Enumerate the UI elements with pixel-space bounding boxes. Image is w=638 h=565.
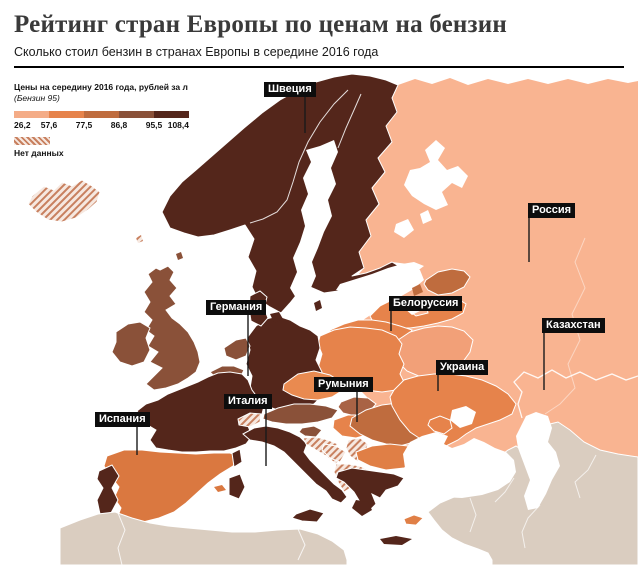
gulf-of-finland: [336, 262, 424, 292]
anatolia-border-2: [469, 497, 477, 533]
country-label-romania: Румыния: [314, 377, 373, 392]
page-title: Рейтинг стран Европы по ценам на бензин: [14, 11, 507, 38]
sicily: [291, 508, 325, 523]
header-divider: [14, 66, 624, 68]
country-estonia: [423, 268, 471, 296]
country-netherlands: [223, 337, 251, 361]
country-portugal: [96, 464, 120, 515]
legend-title: Цены на середину 2016 года, рублей за л: [14, 82, 188, 92]
white-sea: [404, 140, 468, 210]
country-label-italy: Италия: [224, 394, 272, 409]
shetland-islands: [176, 252, 183, 260]
legend-bucket-1: [14, 111, 49, 118]
denmark-islands: [270, 312, 283, 323]
country-greece: [335, 467, 405, 513]
country-france: [136, 371, 265, 453]
legend-bucket-3: [84, 111, 119, 118]
sardinia: [228, 473, 246, 500]
anatolia-border-1: [494, 477, 515, 503]
country-slovenia: [298, 425, 323, 438]
sea-of-azov: [450, 406, 476, 428]
country-label-spain: Испания: [95, 412, 150, 427]
legend-ticks: 26,2 57,6 77,5 86,8 95,5 108,4: [14, 120, 189, 130]
legend-bucket-5: [154, 111, 189, 118]
crimea: [427, 415, 453, 435]
corsica: [231, 448, 243, 468]
page-subtitle: Сколько стоил бензин в странах Европы в …: [14, 45, 379, 59]
gulf-of-bothnia: [290, 140, 338, 298]
legend-bucket-4: [119, 111, 154, 118]
country-label-kazakhstan: Казахстан: [542, 318, 605, 333]
norway-sweden-border: [249, 89, 349, 224]
balearic-islands: [214, 485, 226, 492]
peloponnese: [352, 500, 372, 516]
country-austria: [262, 403, 339, 425]
sweden-finland-border: [337, 93, 362, 149]
country-label-germany: Германия: [206, 300, 267, 315]
faroe-islands: [136, 235, 143, 243]
country-scandinavia: [161, 73, 403, 314]
lake-ladoga: [394, 219, 414, 238]
crete: [380, 536, 412, 545]
country-uk: [143, 265, 201, 391]
country-switzerland: [237, 412, 262, 428]
country-label-russia: Россия: [528, 203, 576, 218]
legend-no-data-swatch: [14, 137, 50, 145]
country-bosnia: [321, 443, 347, 463]
north-africa: [59, 511, 348, 565]
country-label-ukraine: Украина: [436, 360, 489, 375]
central-asia-border: [574, 454, 597, 499]
callout-lines: [136, 96, 545, 466]
country-italy: [242, 425, 348, 504]
gotland: [314, 300, 322, 311]
cyprus: [403, 514, 424, 526]
country-label-sweden: Швеция: [264, 82, 316, 97]
legend: Цены на середину 2016 года, рублей за л …: [14, 82, 199, 158]
country-iceland: [27, 179, 101, 223]
africa-border-2: [297, 528, 306, 561]
black-sea: [403, 432, 516, 498]
caspian-sea: [516, 412, 560, 510]
levant-border: [521, 504, 541, 549]
legend-no-data-label: Нет данных: [14, 148, 64, 158]
river-line: [544, 237, 586, 415]
africa-border-1: [117, 512, 126, 565]
saaremaa-island: [412, 284, 423, 296]
header: Рейтинг стран Европы по ценам на бензин …: [14, 10, 624, 68]
russia-kazakhstan-border: [513, 369, 638, 419]
legend-subtitle: (Бензин 95): [14, 93, 60, 103]
country-ireland: [111, 321, 151, 367]
lake-onega: [420, 210, 432, 224]
country-label-belarus: Белоруссия: [389, 296, 463, 311]
legend-color-scale: [14, 111, 189, 118]
legend-bucket-2: [49, 111, 84, 118]
